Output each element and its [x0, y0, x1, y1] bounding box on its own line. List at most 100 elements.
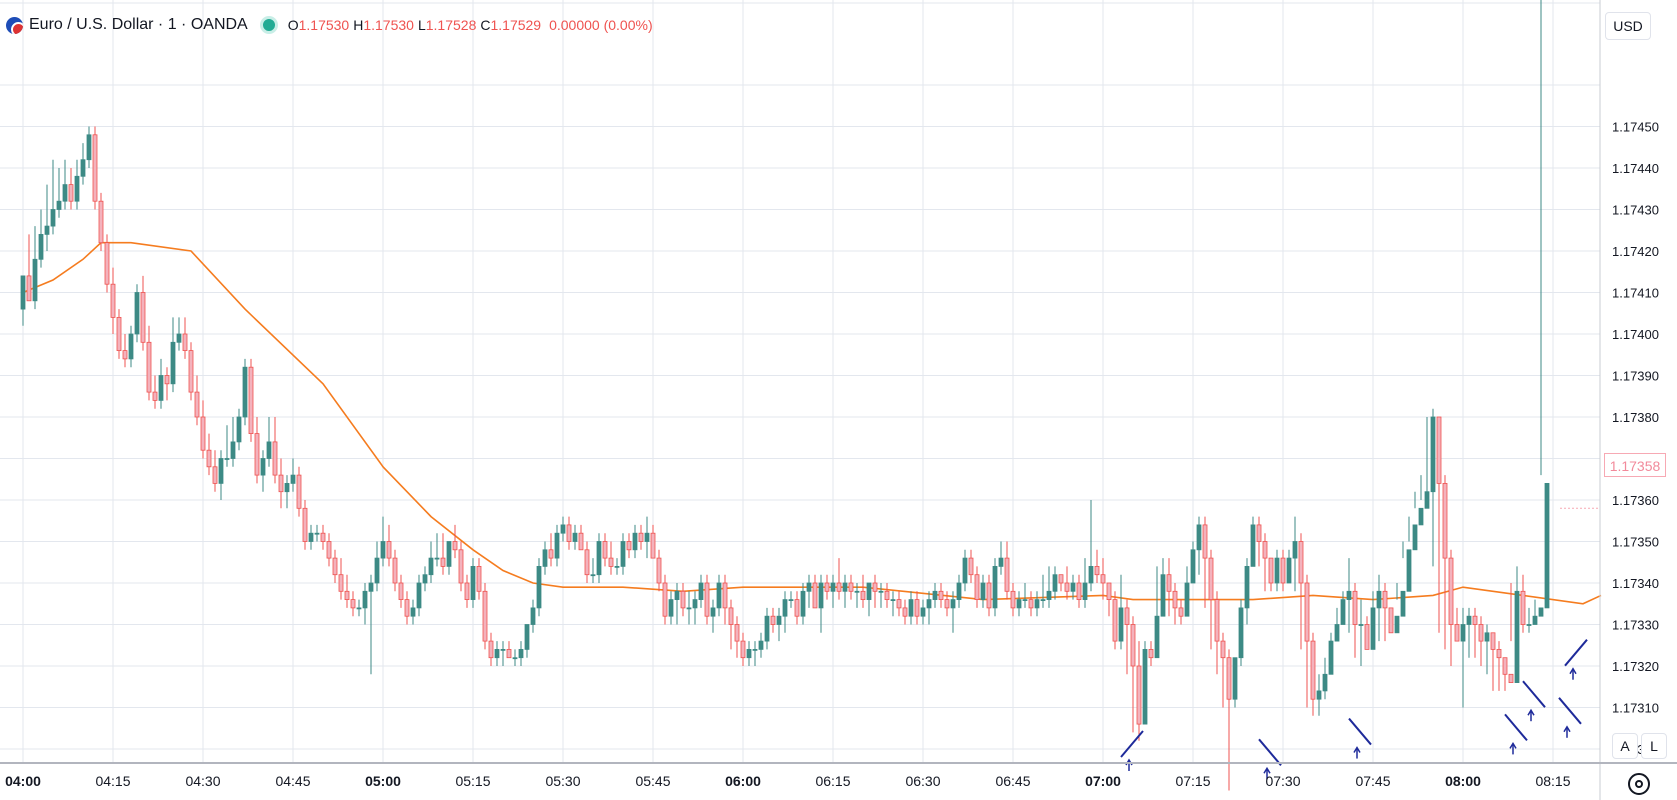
candle	[380, 516, 386, 567]
candle-body	[1526, 624, 1532, 626]
time-tick-label: 07:30	[1265, 773, 1300, 789]
settings-gear-icon[interactable]	[1628, 773, 1650, 795]
annotation-arrow-head	[1353, 746, 1361, 753]
candle-body	[422, 574, 428, 584]
log-scale-button[interactable]: L	[1641, 733, 1667, 759]
moving-average	[22, 241, 1602, 605]
candle-body	[266, 441, 272, 459]
annotation-arrow	[1522, 680, 1546, 722]
candle-body	[272, 441, 278, 476]
candle	[1226, 649, 1232, 791]
candle	[434, 533, 440, 567]
candle	[530, 599, 536, 633]
price-tick-label: 1.17360	[1612, 493, 1659, 508]
price-tick-label: 1.17310	[1612, 701, 1659, 716]
candle-body	[806, 582, 812, 592]
candle	[140, 275, 146, 351]
candle-body	[686, 607, 692, 610]
symbol-header[interactable]: Euro / U.S. Dollar · 1 · OANDA O1.17530 …	[6, 12, 653, 38]
candle	[662, 574, 668, 625]
candle	[980, 574, 986, 608]
candle-body	[1538, 607, 1544, 617]
candle	[374, 541, 380, 592]
candle-body	[356, 607, 362, 610]
candle-body	[1274, 557, 1280, 584]
candle	[1406, 516, 1412, 592]
time-tick-label: 04:45	[275, 773, 310, 789]
candle	[818, 574, 824, 633]
candle	[644, 516, 650, 559]
candle-body	[392, 557, 398, 584]
candle	[1538, 0, 1544, 617]
price-tick-label: 1.17430	[1612, 203, 1659, 218]
candle-body	[770, 615, 776, 625]
candle	[1388, 607, 1394, 634]
candle-body	[764, 615, 770, 642]
candle-body	[224, 458, 230, 460]
candle-body	[1286, 557, 1292, 584]
candle-body	[1484, 632, 1490, 642]
candle-body	[1388, 607, 1394, 634]
candle-body	[260, 458, 266, 476]
annotation-arrow-head	[1569, 667, 1577, 675]
candle-body	[812, 582, 818, 609]
candle-body	[1160, 574, 1166, 617]
candle-body	[44, 225, 50, 235]
candle-body	[176, 333, 182, 343]
candle	[398, 574, 404, 608]
candle	[1484, 624, 1490, 675]
candle-body	[512, 657, 518, 660]
candle	[1340, 591, 1346, 625]
candle-body	[1340, 599, 1346, 625]
candle	[512, 649, 518, 666]
candle	[878, 583, 884, 608]
candle	[932, 583, 938, 608]
candle	[194, 375, 200, 426]
candle	[20, 275, 26, 326]
candle	[1112, 591, 1118, 650]
candle-body	[380, 541, 386, 559]
symbol-title[interactable]: Euro / U.S. Dollar · 1 · OANDA	[29, 16, 248, 33]
candle-body	[218, 458, 224, 484]
candle-body	[80, 159, 86, 177]
candle-body	[1328, 640, 1334, 675]
candle	[974, 566, 980, 608]
currency-button[interactable]: USD	[1605, 12, 1651, 40]
candle-body	[32, 258, 38, 302]
candle	[338, 558, 344, 600]
candle-body	[308, 532, 314, 542]
candle	[776, 607, 782, 642]
candle	[362, 583, 368, 625]
candle	[806, 574, 812, 608]
candle	[920, 599, 926, 625]
candle	[1184, 566, 1190, 617]
candle	[1292, 516, 1298, 592]
candle	[1046, 566, 1052, 608]
time-tick-label: 07:45	[1355, 773, 1390, 789]
auto-scale-button[interactable]: A	[1612, 733, 1638, 759]
candle-body	[86, 134, 92, 161]
candle	[80, 143, 86, 185]
candle	[866, 582, 872, 617]
candle	[1190, 541, 1196, 584]
candle-body	[1448, 557, 1454, 625]
candle	[416, 574, 422, 617]
candle-body	[836, 582, 842, 592]
candle-body	[1208, 557, 1214, 600]
candle	[1274, 549, 1280, 592]
candle	[956, 574, 962, 608]
candle	[1004, 541, 1010, 600]
candle-body	[926, 599, 932, 609]
candle	[1424, 417, 1430, 509]
market-status-icon[interactable]	[259, 16, 278, 34]
annotation-line	[1564, 639, 1588, 667]
candle	[1088, 500, 1094, 592]
chart-grid	[0, 0, 1600, 763]
candle	[296, 466, 302, 517]
candle-body	[1100, 574, 1106, 584]
candle-body	[650, 532, 656, 559]
candle	[674, 583, 680, 625]
annotation-arrow	[1348, 717, 1372, 759]
time-tick-label: 04:00	[5, 773, 41, 789]
